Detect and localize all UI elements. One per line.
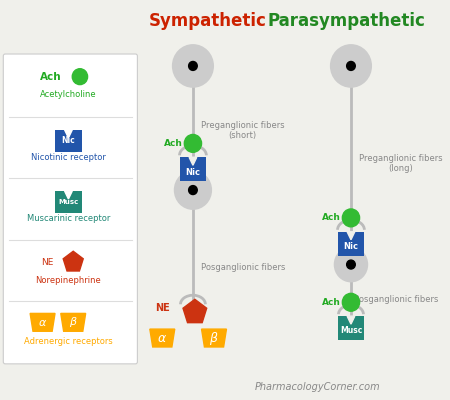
Circle shape bbox=[174, 170, 212, 210]
FancyBboxPatch shape bbox=[338, 232, 364, 256]
Text: $\alpha$: $\alpha$ bbox=[157, 332, 167, 344]
Text: Preganglionic fibers
(short): Preganglionic fibers (short) bbox=[201, 121, 284, 140]
Polygon shape bbox=[30, 314, 55, 331]
Text: Ach: Ach bbox=[163, 139, 182, 148]
Text: Parasympathetic: Parasympathetic bbox=[267, 12, 425, 30]
Text: NE: NE bbox=[41, 258, 54, 267]
Text: Nic: Nic bbox=[185, 168, 200, 176]
Text: Nic: Nic bbox=[343, 242, 359, 251]
FancyBboxPatch shape bbox=[55, 130, 82, 152]
Text: $\alpha$: $\alpha$ bbox=[38, 317, 47, 328]
Polygon shape bbox=[347, 232, 355, 240]
Text: Acetylcholine: Acetylcholine bbox=[40, 90, 97, 99]
Text: $\beta$: $\beta$ bbox=[69, 315, 77, 329]
Polygon shape bbox=[63, 251, 83, 271]
Circle shape bbox=[330, 44, 372, 88]
Text: Ach: Ach bbox=[322, 213, 341, 222]
Text: Preganglionic fibers
(long): Preganglionic fibers (long) bbox=[359, 154, 443, 173]
Text: Ach: Ach bbox=[40, 72, 62, 82]
Circle shape bbox=[184, 134, 202, 152]
Circle shape bbox=[342, 293, 360, 311]
Polygon shape bbox=[347, 316, 355, 324]
FancyBboxPatch shape bbox=[55, 191, 82, 213]
Circle shape bbox=[342, 209, 360, 227]
Polygon shape bbox=[65, 191, 72, 199]
FancyBboxPatch shape bbox=[3, 54, 137, 364]
Circle shape bbox=[334, 247, 368, 282]
Text: Nicotinic receptor: Nicotinic receptor bbox=[31, 153, 106, 162]
Circle shape bbox=[346, 260, 356, 269]
Circle shape bbox=[72, 69, 88, 85]
Polygon shape bbox=[61, 314, 86, 331]
Circle shape bbox=[346, 62, 356, 70]
Text: PharmacologyCorner.com: PharmacologyCorner.com bbox=[255, 382, 380, 392]
Text: $\beta$: $\beta$ bbox=[209, 330, 219, 346]
Polygon shape bbox=[65, 130, 72, 138]
Text: Nic: Nic bbox=[62, 136, 75, 145]
Text: Ach: Ach bbox=[322, 298, 341, 307]
Text: Musc: Musc bbox=[58, 199, 79, 205]
Polygon shape bbox=[202, 329, 226, 347]
FancyBboxPatch shape bbox=[338, 316, 364, 340]
Text: Adrenergic receptors: Adrenergic receptors bbox=[24, 337, 113, 346]
Text: NE: NE bbox=[155, 303, 170, 313]
Text: Norepinephrine: Norepinephrine bbox=[36, 276, 101, 284]
FancyBboxPatch shape bbox=[180, 157, 207, 181]
Circle shape bbox=[189, 62, 197, 70]
Circle shape bbox=[172, 44, 214, 88]
Polygon shape bbox=[150, 329, 175, 347]
Polygon shape bbox=[183, 299, 207, 323]
Text: Posganglionic fibers: Posganglionic fibers bbox=[354, 295, 438, 304]
Text: Posganglionic fibers: Posganglionic fibers bbox=[201, 263, 285, 272]
Text: Musc: Musc bbox=[340, 326, 362, 336]
Text: Muscarinic receptor: Muscarinic receptor bbox=[27, 214, 110, 223]
Circle shape bbox=[189, 186, 197, 194]
Polygon shape bbox=[189, 157, 197, 165]
Text: Sympathetic: Sympathetic bbox=[148, 12, 266, 30]
